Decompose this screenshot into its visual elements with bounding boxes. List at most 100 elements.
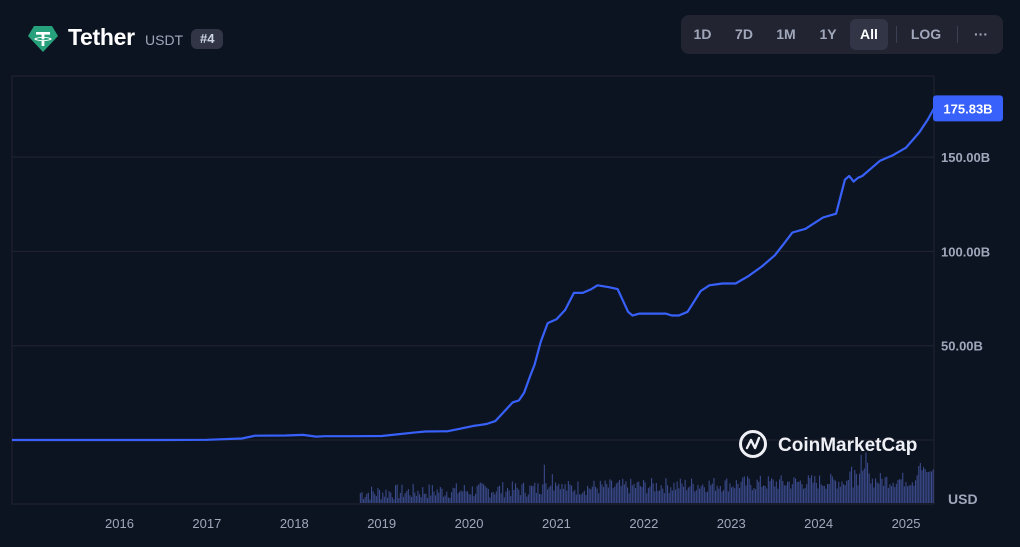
volume-bar xyxy=(849,471,851,503)
volume-bar xyxy=(427,498,429,503)
volume-bar xyxy=(367,492,369,503)
volume-bar xyxy=(431,485,433,503)
volume-bar xyxy=(812,482,814,503)
volume-bar xyxy=(561,484,563,503)
volume-bar xyxy=(492,492,494,503)
volume-bar xyxy=(743,476,745,503)
volume-bar xyxy=(718,488,720,503)
volume-bar xyxy=(465,491,467,503)
volume-bar xyxy=(873,487,875,503)
volume-bar xyxy=(596,488,598,503)
range-all-button[interactable]: All xyxy=(850,19,888,50)
volume-bar xyxy=(491,492,493,503)
volume-bar xyxy=(495,491,497,503)
volume-bar xyxy=(665,478,667,503)
volume-bar xyxy=(710,485,712,503)
range-1m-button[interactable]: 1M xyxy=(776,26,796,42)
volume-bar xyxy=(686,490,688,503)
volume-bar xyxy=(748,478,750,503)
volume-bar xyxy=(612,488,614,503)
volume-bar xyxy=(865,452,867,503)
volume-bar xyxy=(835,480,837,503)
volume-bar xyxy=(396,484,398,503)
volume-bar xyxy=(518,489,520,503)
volume-bar xyxy=(727,491,729,503)
volume-bar xyxy=(398,498,400,503)
volume-bar xyxy=(508,490,510,503)
log-scale-toggle[interactable]: LOG xyxy=(910,26,942,42)
volume-bar xyxy=(515,483,517,503)
volume-bar xyxy=(404,493,406,503)
volume-bar xyxy=(446,491,448,503)
volume-bar xyxy=(435,495,437,503)
range-1d-button[interactable]: 1D xyxy=(693,26,712,42)
volume-bar xyxy=(782,481,784,503)
volume-bar xyxy=(387,497,389,503)
volume-bar xyxy=(732,486,734,503)
x-tick-label: 2017 xyxy=(192,516,221,531)
volume-bar xyxy=(910,485,912,503)
volume-bar xyxy=(822,485,824,503)
volume-bar xyxy=(758,481,760,503)
volume-bar xyxy=(668,492,670,503)
volume-bar xyxy=(646,493,648,503)
volume-bar xyxy=(868,473,870,503)
volume-bar xyxy=(684,479,686,503)
volume-bar xyxy=(750,484,752,503)
volume-bar xyxy=(366,493,368,503)
volume-bar xyxy=(657,491,659,503)
volume-bar xyxy=(815,482,817,503)
volume-bar xyxy=(571,485,573,503)
volume-bar xyxy=(470,494,472,503)
volume-bar xyxy=(462,491,464,503)
volume-bar xyxy=(417,490,419,503)
volume-bar xyxy=(513,490,515,503)
volume-bar xyxy=(839,486,841,503)
volume-bar xyxy=(548,487,550,503)
more-options-button[interactable]: ··· xyxy=(974,26,988,42)
volume-bar xyxy=(724,480,726,503)
volume-bar xyxy=(369,499,371,503)
volume-bar xyxy=(683,486,685,503)
volume-bar xyxy=(363,499,365,503)
volume-bar xyxy=(487,489,489,503)
volume-bar xyxy=(814,476,816,503)
volume-bar xyxy=(540,494,542,503)
volume-bar xyxy=(534,482,536,503)
volume-bar xyxy=(468,494,470,503)
volume-bar xyxy=(702,484,704,503)
volume-bar xyxy=(510,495,512,503)
chart-header: Tether USDT #4 1D 7D 1M 1Y All LOG ··· xyxy=(0,0,1020,75)
volume-bar xyxy=(700,486,702,503)
volume-bar xyxy=(415,495,417,503)
volume-bar xyxy=(583,490,585,503)
volume-bar xyxy=(422,487,424,503)
volume-bar xyxy=(593,480,595,503)
y-tick-label: 150.00B xyxy=(941,150,990,165)
volume-bar xyxy=(391,497,393,503)
volume-bar xyxy=(799,480,801,503)
volume-bar xyxy=(726,478,728,503)
volume-bar xyxy=(703,487,705,503)
volume-bar xyxy=(444,495,446,503)
volume-bar xyxy=(652,483,654,503)
volume-bar xyxy=(609,479,611,503)
volume-bar xyxy=(670,487,672,503)
volume-bar xyxy=(854,470,856,503)
volume-bar xyxy=(899,479,901,503)
volume-bar xyxy=(591,486,593,503)
volume-bar xyxy=(532,486,534,503)
volume-bar xyxy=(390,492,392,503)
volume-bar xyxy=(388,491,390,503)
range-1y-button[interactable]: 1Y xyxy=(819,26,837,42)
volume-bar xyxy=(764,486,766,503)
volume-bar xyxy=(769,481,771,503)
range-7d-button[interactable]: 7D xyxy=(735,26,753,42)
volume-bar xyxy=(779,479,781,503)
volume-bar xyxy=(639,486,641,503)
volume-bar xyxy=(497,486,499,503)
volume-bar xyxy=(651,478,653,503)
volume-bar xyxy=(785,485,787,503)
volume-bar xyxy=(819,475,821,503)
volume-bar xyxy=(503,497,505,503)
